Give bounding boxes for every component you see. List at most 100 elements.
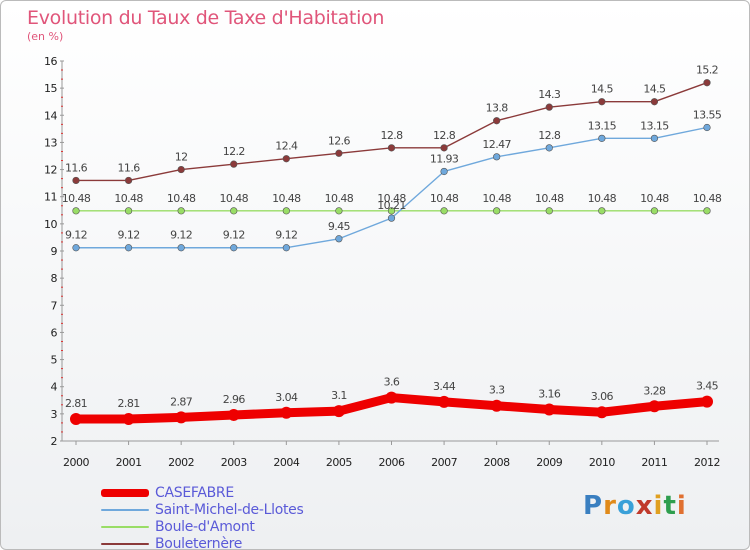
data-label: 12.8 (380, 129, 403, 142)
y-tick-label: 3 (51, 408, 58, 421)
data-label: 3.44 (433, 380, 456, 393)
data-point (124, 176, 133, 185)
x-tick-label: 2008 (484, 456, 510, 469)
data-label: 13.15 (640, 119, 669, 132)
data-label: 3.6 (384, 376, 400, 389)
legend-item: Bouleternère (101, 535, 303, 550)
data-point (490, 399, 503, 412)
data-label: 10.48 (377, 192, 406, 205)
y-tick-label: 9 (51, 245, 58, 258)
data-point (703, 79, 711, 87)
x-tick-label: 2000 (63, 456, 89, 469)
data-label: 10.48 (167, 192, 196, 205)
legend-item: CASEFABRE (101, 484, 303, 501)
legend-label: Saint-Michel-de-Llotes (155, 501, 304, 518)
logo-letter: r (603, 491, 617, 521)
data-label: 10.48 (62, 192, 91, 205)
data-label: 10.48 (640, 192, 669, 205)
data-point (650, 134, 659, 142)
y-tick-label: 13 (44, 136, 57, 149)
data-point (177, 207, 185, 215)
logo-letter: i (676, 491, 687, 521)
data-point (387, 207, 396, 215)
legend-label: Bouleternère (155, 535, 243, 550)
data-point (598, 134, 606, 142)
legend-swatch (101, 508, 149, 511)
data-label: 11.6 (118, 161, 141, 174)
data-label: 11.93 (430, 152, 459, 165)
x-tick-label: 2010 (589, 456, 615, 469)
x-tick-label: 2007 (431, 456, 457, 469)
data-label: 14.5 (591, 83, 614, 96)
logo-letter: P (583, 491, 604, 521)
proxiti-logo: Proxiti (583, 491, 687, 521)
data-point (177, 165, 185, 174)
data-label: 3.45 (696, 380, 719, 393)
y-tick-label: 6 (51, 326, 58, 339)
data-point (545, 144, 553, 152)
data-label: 9.12 (275, 229, 297, 242)
data-label: 3.04 (275, 391, 298, 404)
data-label: 10.48 (114, 192, 143, 205)
legend-label: Boule-d'Amont (155, 518, 255, 535)
y-tick-label: 10 (44, 218, 57, 231)
data-point (124, 207, 133, 215)
data-point (545, 103, 553, 111)
data-label: 13.8 (486, 102, 509, 115)
data-label: 15.2 (696, 64, 718, 77)
y-tick-label: 12 (44, 164, 57, 177)
data-point (650, 98, 659, 106)
data-point (72, 176, 80, 185)
y-tick-label: 14 (44, 109, 57, 122)
data-label: 10.48 (220, 192, 249, 205)
data-point (598, 207, 606, 215)
data-point (545, 207, 553, 215)
data-point (543, 403, 556, 416)
data-label: 12.8 (538, 129, 561, 142)
y-tick-label: 8 (51, 272, 58, 285)
data-point (703, 123, 711, 132)
data-label: 2.81 (118, 397, 140, 410)
data-point (280, 406, 293, 419)
logo-letter: t (663, 491, 677, 521)
data-label: 9.12 (223, 229, 245, 242)
data-point (175, 411, 188, 424)
data-label: 2.81 (65, 397, 87, 410)
data-label: 3.28 (643, 384, 666, 397)
data-point (440, 167, 448, 176)
data-point (282, 155, 290, 163)
chart-subtitle: (en %) (27, 30, 64, 43)
x-tick-label: 2009 (536, 456, 562, 469)
data-point (493, 153, 501, 161)
y-tick-label: 5 (51, 354, 58, 367)
y-tick-label: 16 (44, 55, 57, 68)
data-label: 14.5 (643, 83, 666, 96)
x-tick-label: 2001 (116, 456, 142, 469)
data-label: 10.48 (535, 192, 564, 205)
data-point (387, 214, 396, 222)
data-point (703, 207, 711, 215)
data-point (493, 117, 501, 125)
data-label: 3.06 (591, 390, 614, 403)
data-point (230, 244, 238, 252)
chart-title: Evolution du Taux de Taxe d'Habitation (27, 7, 385, 29)
data-point (72, 244, 80, 252)
data-label: 12.2 (223, 145, 245, 158)
data-point (387, 144, 396, 152)
data-point (648, 400, 661, 413)
data-point (335, 235, 343, 243)
y-tick-label: 2 (51, 435, 58, 448)
data-point (227, 408, 240, 421)
data-point (385, 391, 398, 404)
data-point (595, 406, 608, 419)
data-point (230, 207, 238, 215)
data-point (70, 413, 82, 426)
legend-swatch (101, 488, 149, 497)
logo-letter: i (653, 491, 664, 521)
data-point (440, 207, 448, 215)
logo-letter: o (616, 491, 636, 521)
y-tick-label: 11 (44, 191, 57, 204)
data-label: 10.48 (693, 192, 722, 205)
data-point (282, 207, 290, 215)
